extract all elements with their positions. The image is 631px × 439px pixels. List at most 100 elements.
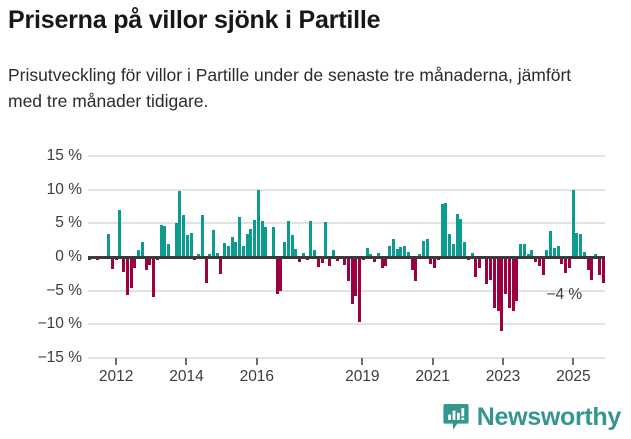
bar xyxy=(489,257,493,280)
bar xyxy=(152,257,156,298)
bar xyxy=(174,222,178,257)
bar xyxy=(125,257,129,295)
bar xyxy=(388,246,392,257)
x-axis-tick-label: 2016 xyxy=(239,368,275,385)
bar xyxy=(571,189,575,257)
x-axis-tick-label: 2023 xyxy=(485,368,521,385)
bar xyxy=(384,257,388,267)
bar xyxy=(204,257,208,284)
bar xyxy=(564,257,568,274)
bar xyxy=(260,221,264,257)
page-title: Priserna på villor sjönk i Partille xyxy=(8,6,381,34)
bar xyxy=(271,226,275,257)
x-axis-tick xyxy=(115,358,118,365)
bar xyxy=(118,209,122,257)
bar xyxy=(451,243,455,257)
bar xyxy=(129,257,133,288)
bar xyxy=(324,221,328,257)
y-axis-labels: 15 % 10 % 5 % 0 % −5 % −10 % −15 % xyxy=(0,147,82,366)
bar xyxy=(167,243,171,257)
bar xyxy=(256,189,260,257)
x-axis-tick xyxy=(185,358,188,365)
bar xyxy=(249,228,253,257)
y-axis-tick-label: 0 % xyxy=(55,248,82,265)
bar xyxy=(541,257,545,275)
bar xyxy=(433,257,437,268)
bar xyxy=(597,257,601,275)
gridline xyxy=(88,357,605,359)
bar xyxy=(436,257,440,261)
bar xyxy=(530,250,534,257)
bar xyxy=(200,215,204,257)
bar xyxy=(294,248,298,257)
bar xyxy=(534,257,538,263)
brand-footer: Newsworthy xyxy=(443,403,621,431)
bar xyxy=(346,257,350,282)
bar xyxy=(320,257,324,264)
bar xyxy=(601,257,605,283)
bar xyxy=(313,250,317,257)
bar xyxy=(335,257,339,262)
x-axis-tick-label: 2012 xyxy=(98,368,134,385)
bar xyxy=(279,257,283,291)
zero-axis-line xyxy=(88,255,605,259)
bar xyxy=(485,257,489,284)
bar xyxy=(421,240,425,257)
bar xyxy=(212,230,215,257)
page-subtitle: Prisutveckling för villor i Partille und… xyxy=(8,65,572,111)
bar xyxy=(264,226,268,257)
bar xyxy=(594,253,598,257)
bar xyxy=(122,257,126,273)
bar xyxy=(391,239,395,257)
bar xyxy=(286,221,290,257)
bar xyxy=(234,242,238,257)
bar xyxy=(309,221,313,257)
bar xyxy=(354,257,358,297)
bar xyxy=(155,257,159,261)
bar xyxy=(537,257,541,266)
y-axis-tick-label: −10 % xyxy=(37,315,82,333)
bar xyxy=(133,257,137,268)
bar xyxy=(159,224,163,257)
bar xyxy=(107,234,111,257)
gridline xyxy=(88,289,605,292)
bar xyxy=(298,257,302,263)
bar xyxy=(406,251,410,257)
bar xyxy=(500,257,504,332)
bar xyxy=(519,243,523,257)
bar xyxy=(241,245,245,257)
bar xyxy=(95,257,99,261)
bar xyxy=(331,250,335,257)
bar xyxy=(395,248,399,257)
bar xyxy=(425,239,429,257)
bar xyxy=(365,248,369,257)
bar xyxy=(552,247,556,257)
bar-chart-speech-bubble-icon xyxy=(443,403,469,431)
x-axis-tick-label: 2021 xyxy=(415,368,450,385)
bar xyxy=(163,226,167,257)
plot-area xyxy=(88,155,605,359)
x-axis-tick-label: 2025 xyxy=(556,368,591,385)
bar xyxy=(226,246,230,257)
x-axis-tick xyxy=(572,358,575,365)
gridline xyxy=(88,222,605,225)
y-axis-tick-label: −15 % xyxy=(37,349,82,366)
bar xyxy=(283,242,287,257)
bar xyxy=(586,257,590,271)
bar xyxy=(275,257,279,295)
bar xyxy=(556,246,560,257)
bar xyxy=(182,214,186,257)
x-axis-tick xyxy=(502,358,504,365)
bar xyxy=(373,257,377,263)
x-axis-tick-label: 2019 xyxy=(345,368,380,385)
bar xyxy=(470,252,474,257)
bar xyxy=(361,257,365,261)
x-axis-tick xyxy=(255,358,258,365)
bar xyxy=(560,257,564,264)
bar xyxy=(144,257,148,271)
gridline xyxy=(88,323,605,326)
bar xyxy=(178,191,182,257)
bar xyxy=(343,257,347,266)
y-axis-tick-label: 15 % xyxy=(46,147,82,164)
bar xyxy=(477,257,481,268)
